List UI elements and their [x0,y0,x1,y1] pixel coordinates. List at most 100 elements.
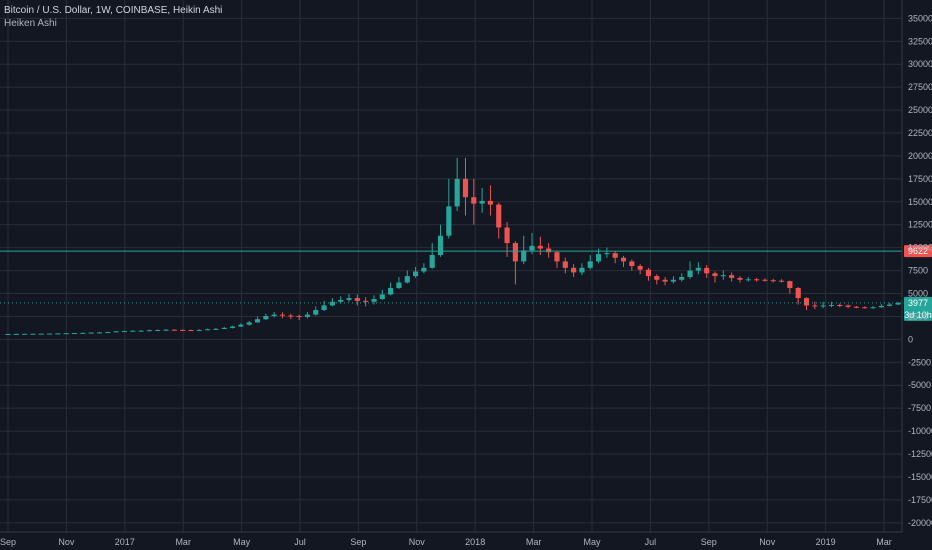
y-tick-label: -2500 [908,357,931,367]
candle-body [754,279,760,281]
candle-body [620,257,627,262]
candle-body [188,330,194,332]
x-tick-label: Nov [409,537,426,547]
candle-body [437,235,444,255]
price-axis[interactable]: 3500032500300002750025000225002000017500… [901,0,932,532]
x-tick-label: Sep [350,537,366,547]
candle-body [412,271,419,277]
candle-body [71,333,78,335]
x-tick-label: Nov [759,537,776,547]
candle-body [296,315,302,317]
candle-body [595,254,602,262]
x-tick-label: Mar [175,537,191,547]
candle-body [454,178,460,207]
candle-body [462,178,469,198]
candle-body [196,329,202,331]
y-tick-label: -7500 [908,403,931,413]
x-tick-label: 2017 [115,537,135,547]
candle-body [404,276,410,283]
candle-body [562,261,568,268]
candle-body [105,332,111,334]
candle-body [22,333,28,335]
candle-body [629,261,635,266]
y-tick-label: -17500 [908,495,932,505]
candle-body [687,270,693,278]
candle-body [895,302,901,305]
x-tick-label: Mar [526,537,542,547]
candle-body [38,333,44,335]
candle-body [388,288,394,295]
candle-body [579,267,585,273]
candle-body [504,227,510,244]
y-tick-label: 17500 [908,174,932,184]
candle-body [471,197,477,204]
y-tick-label: 15000 [908,197,932,207]
y-tick-label: 7500 [908,266,928,276]
candle-body [329,301,335,306]
candle-body [321,305,327,311]
grid [0,0,902,532]
candle-body [13,333,19,335]
candle-body [288,315,294,317]
candle-body [729,275,735,278]
y-tick-label: 32500 [908,36,932,46]
candle-body [213,328,219,330]
candle-body [529,245,535,251]
x-tick-label: 2018 [465,537,485,547]
candle-body [346,298,352,300]
indicator-label: Heiken Ashi [4,18,57,29]
candle-body [554,252,560,262]
x-tick-label: Sep [701,537,717,547]
y-tick-label: 2500 [908,311,928,321]
high-price-tag [904,245,932,258]
candle-body [47,333,53,335]
time-axis[interactable]: Sep Nov 2017 Mar May Jul Sep Nov 2018 Mar May Jul Se… [0,531,902,547]
chart-header: Bitcoin / U.S. Dollar, 1W, COINBASE, Hei… [4,4,222,30]
candle-body [130,330,136,332]
candle-body [704,267,710,274]
candle-body [787,281,793,289]
last-price-label: 3977 [908,298,928,308]
candle-body [138,330,144,332]
candle-body [354,298,360,301]
candle-body [853,306,859,308]
candle-body [496,204,502,228]
candle-body [795,288,801,299]
countdown-label: 3d 10h [904,310,932,320]
candle-body [479,200,485,204]
x-tick-label: Mar [876,537,892,547]
candle-body [254,319,261,323]
x-tick-label: May [233,537,251,547]
candle-body [205,329,211,331]
candle-body [845,305,851,307]
x-tick-label: May [583,537,601,547]
candle-body [737,277,743,280]
y-tick-label: 25000 [908,105,932,115]
candle-body [263,315,269,320]
candle-body [5,333,11,335]
candle-body [238,324,244,327]
candle-body [521,250,527,262]
candle-body [230,326,236,328]
y-tick-label: 0 [908,334,913,344]
x-tick-label: 2019 [816,537,836,547]
price-lines: 9622 3977 3d 10h [0,245,932,321]
candle-body [96,332,103,334]
candle-body [820,305,826,307]
symbol-title: Bitcoin / U.S. Dollar, 1W, COINBASE, Hei… [4,5,223,16]
y-tick-label: 22500 [908,128,932,138]
candle-body [837,304,843,306]
candle-body [271,314,277,316]
candle-body [304,314,311,317]
candle-body [421,267,427,272]
candle-body [645,269,652,277]
candle-body [88,332,94,334]
candle-body [679,277,685,280]
candle-body [379,294,385,300]
y-tick-label: 10000 [908,243,932,253]
y-tick-label: -5000 [908,380,931,390]
candle-body [155,330,161,332]
high-price-label: 9622 [908,246,928,256]
candle-body [80,332,86,334]
